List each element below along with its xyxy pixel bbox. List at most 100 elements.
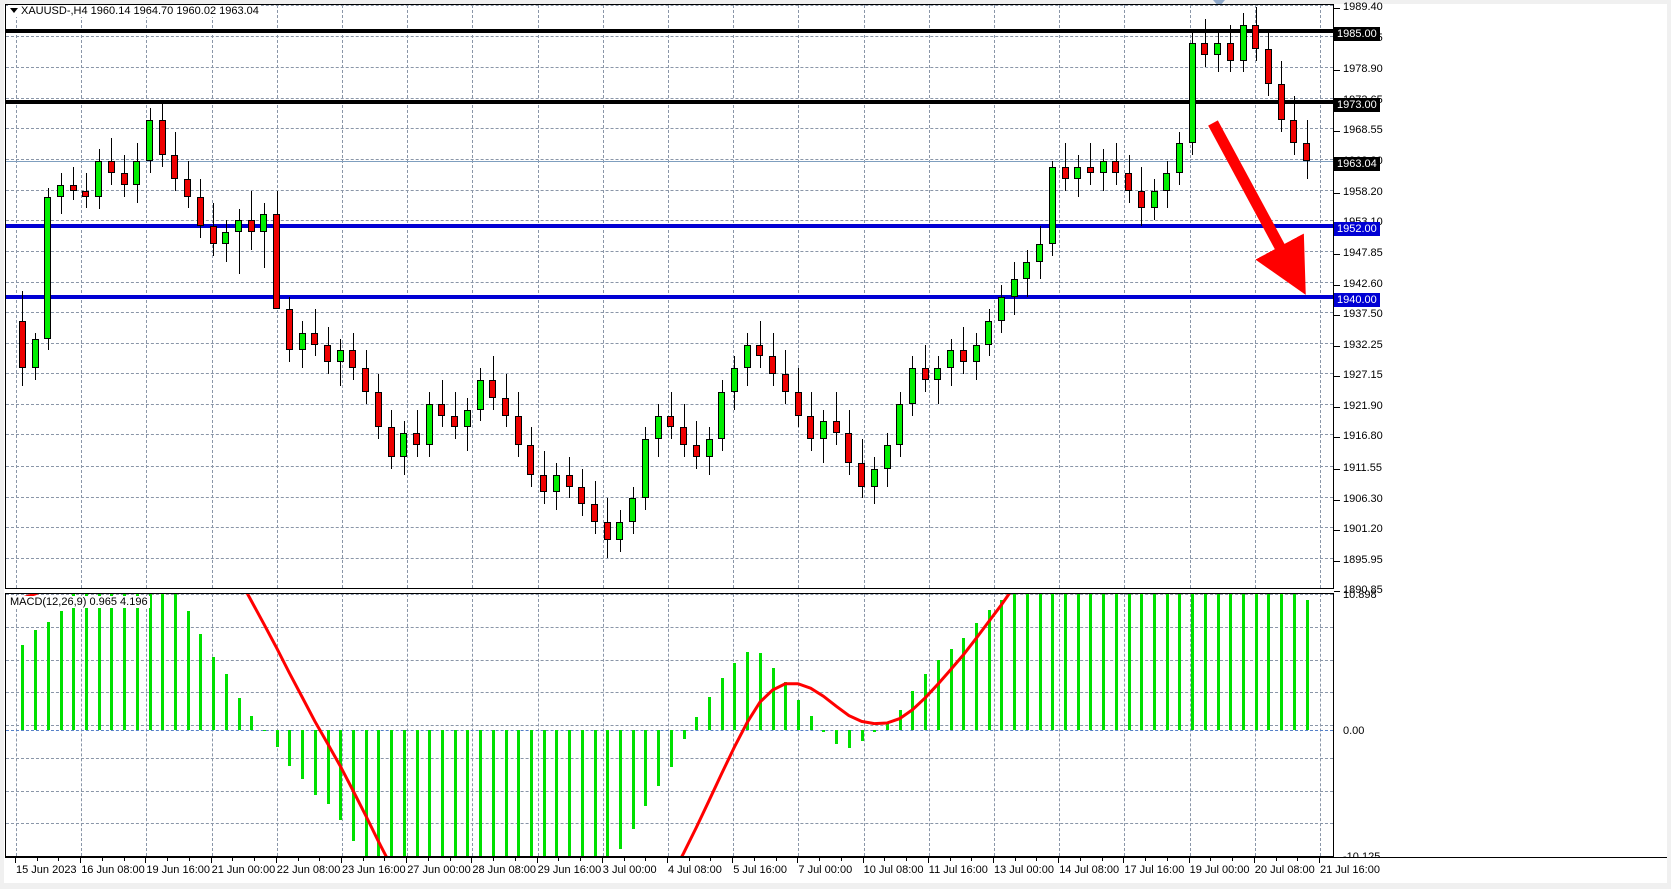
macd-histogram-bar [581, 729, 584, 856]
macd-histogram-bar [988, 609, 991, 730]
macd-chart-pane[interactable] [5, 593, 1334, 857]
y-axis-label: 1958.20 [1343, 185, 1383, 198]
price-chart-pane[interactable] [5, 4, 1334, 589]
macd-histogram-bar [1077, 594, 1080, 730]
x-axis-label: 28 Jun 08:00 [472, 864, 537, 876]
candle-bearish [374, 391, 382, 428]
macd-histogram-bar [390, 729, 393, 856]
y-axis-label: 1978.90 [1343, 63, 1383, 76]
candle-bullish [629, 498, 637, 523]
candle-bearish [273, 214, 281, 310]
price-tag-1985-00[interactable]: 1985.00 [1334, 27, 1380, 42]
candle-bullish [146, 119, 153, 162]
candle-bearish [1137, 190, 1145, 209]
candle-bullish [235, 220, 243, 233]
macd-histogram-bar [733, 663, 736, 730]
macd-histogram-bar [530, 729, 533, 856]
macd-gridline-horizontal [6, 659, 1333, 661]
y-axis-label: 1937.50 [1343, 308, 1383, 321]
macd-gridline-horizontal [6, 790, 1333, 792]
gridline-horizontal [6, 159, 1333, 161]
triangle-down-icon[interactable] [10, 7, 18, 13]
y-axis-label: 1968.55 [1343, 124, 1383, 137]
time-x-axis[interactable]: 15 Jun 2023 16 Jun 08:00 19 Jun 16:00 21 Ju… [5, 857, 1667, 883]
x-axis-minor-tick [362, 858, 364, 861]
gridline-horizontal [6, 373, 1333, 375]
level-line-resistance-1985[interactable] [6, 29, 1333, 34]
price-plot-area[interactable] [6, 5, 1333, 588]
candle-bearish [769, 356, 777, 375]
scroll-position-marker[interactable] [1213, 0, 1225, 7]
macd-chart-header: MACD(12,26,9) 0.965 4.196 [8, 596, 150, 608]
y-axis-label: 1932.25 [1343, 339, 1383, 352]
candle-bullish [654, 415, 662, 440]
x-axis-label: 23 Jun 16:00 [342, 864, 406, 876]
x-axis-minor-tick [1297, 858, 1299, 861]
macd-histogram-bar [683, 729, 686, 739]
y-axis-label: 1989.40 [1343, 1, 1383, 13]
macd-histogram-bar [352, 729, 355, 841]
y-axis-label: 1921.90 [1343, 400, 1383, 413]
candle-bearish [781, 374, 789, 392]
x-axis-tick [275, 858, 277, 863]
x-axis-label: 7 Jul 00:00 [798, 864, 853, 876]
macd-gridline-horizontal [6, 594, 1333, 595]
macd-histogram-bar [1306, 600, 1309, 730]
macd-histogram-bar [238, 697, 241, 730]
window-frame-bottom [0, 883, 1671, 889]
level-line-resistance-1973[interactable] [6, 100, 1333, 105]
y-axis-tick [1334, 131, 1340, 133]
y-axis-tick [1334, 437, 1340, 439]
macd-histogram-bar [466, 729, 469, 856]
macd-histogram-bar [377, 729, 380, 856]
gridline-horizontal [6, 67, 1333, 69]
macd-histogram-bar [47, 621, 50, 730]
x-axis-minor-tick [906, 858, 908, 861]
x-axis-minor-tick [753, 858, 755, 861]
x-axis-minor-tick [1101, 858, 1103, 861]
macd-histogram-bar [1089, 594, 1092, 730]
macd-histogram-bar [899, 709, 902, 730]
macd-histogram-bar [810, 715, 813, 730]
x-axis-tick [210, 858, 212, 863]
x-axis-tick [993, 858, 994, 863]
candle-bearish [451, 415, 459, 428]
price-tag-1973-00[interactable]: 1973.00 [1334, 98, 1380, 113]
candle-wick [1205, 19, 1206, 67]
level-line-support-1940[interactable] [6, 295, 1333, 300]
candle-bearish [311, 332, 319, 345]
x-axis-minor-tick [775, 858, 777, 861]
price-y-axis[interactable]: 1989.401984.151978.901973.651968.551963.… [1334, 1, 1667, 596]
x-axis-minor-tick [58, 858, 60, 861]
macd-histogram-bar [861, 729, 864, 742]
macd-y-axis-label: 10.898 [1343, 589, 1377, 601]
candle-bearish [387, 427, 395, 457]
macd-histogram-bar [1229, 594, 1232, 730]
price-tag-1940-00[interactable]: 1940.00 [1334, 293, 1380, 308]
gridline-horizontal [6, 98, 1333, 100]
x-axis-tick [471, 858, 473, 863]
macd-histogram-bar [835, 729, 838, 745]
macd-plot-area[interactable] [6, 594, 1333, 856]
price-tag-1952-00[interactable]: 1952.00 [1334, 222, 1380, 237]
candle-bullish [730, 368, 738, 392]
level-line-current-price-1963[interactable] [6, 160, 1333, 162]
macd-histogram-bar [873, 729, 876, 733]
y-axis-tick [1334, 192, 1340, 194]
gridline-horizontal [6, 557, 1333, 559]
macd-histogram-bar [60, 610, 63, 730]
level-line-support-1952[interactable] [6, 224, 1333, 229]
candle-bearish [171, 155, 179, 179]
macd-histogram-bar [225, 673, 228, 730]
x-axis-minor-tick [1145, 858, 1147, 861]
x-axis-label: 22 Jun 08:00 [276, 864, 341, 876]
price-tag-1963-04[interactable]: 1963.04 [1334, 156, 1380, 171]
macd-histogram-bar [797, 699, 800, 730]
candle-bearish [349, 350, 357, 369]
candle-bearish [565, 474, 573, 487]
candle-bearish [959, 350, 967, 363]
macd-histogram-bar [911, 690, 914, 730]
y-axis-tick [1334, 315, 1340, 317]
